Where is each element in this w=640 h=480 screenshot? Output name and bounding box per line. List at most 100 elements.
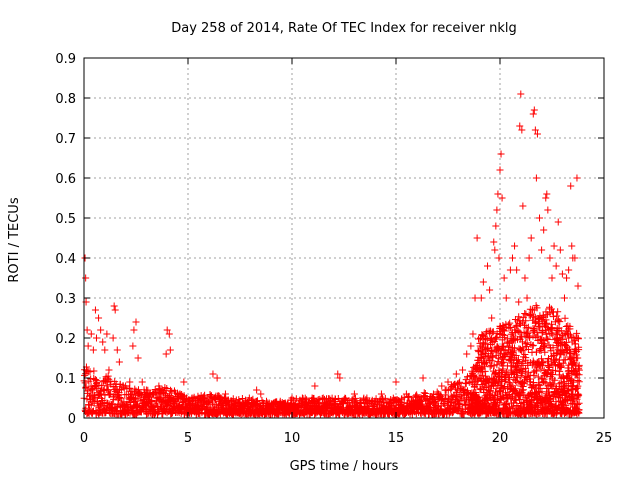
data-point [253, 397, 261, 405]
data-point [83, 326, 91, 334]
data-point [533, 304, 541, 312]
data-point [122, 382, 130, 390]
data-point [575, 406, 583, 414]
data-point [498, 194, 506, 202]
data-point [331, 395, 339, 403]
data-point [532, 174, 540, 182]
data-point [517, 90, 525, 98]
data-point [452, 370, 460, 378]
x-tick-label: 10 [284, 431, 301, 446]
data-point [575, 399, 583, 407]
data-point [110, 302, 118, 310]
y-tick-label: 0 [68, 412, 76, 427]
data-point [530, 372, 538, 380]
data-point [336, 374, 344, 382]
data-point [155, 382, 163, 390]
data-point [82, 404, 90, 412]
data-point [459, 366, 467, 374]
data-point [491, 335, 499, 343]
data-point [476, 342, 484, 350]
data-point [515, 388, 523, 396]
data-point [523, 339, 531, 347]
y-tick-label: 0.2 [55, 332, 76, 347]
grid-layer [84, 58, 604, 418]
data-point [511, 242, 519, 250]
data-point [515, 298, 523, 306]
data-point [568, 242, 576, 250]
data-point [502, 294, 510, 302]
data-point [531, 126, 539, 134]
data-point [569, 394, 577, 402]
data-point [221, 390, 229, 398]
data-point [552, 262, 560, 270]
data-point [166, 386, 174, 394]
data-point [548, 324, 556, 332]
data-point [471, 294, 479, 302]
data-point [493, 361, 501, 369]
data-point [350, 390, 358, 398]
data-point [486, 286, 494, 294]
data-point [549, 344, 557, 352]
data-point [165, 330, 173, 338]
data-point [541, 340, 549, 348]
data-point [132, 395, 140, 403]
data-point [99, 338, 107, 346]
data-point [484, 262, 492, 270]
data-point [494, 190, 502, 198]
data-point [556, 318, 564, 326]
data-point [236, 398, 244, 406]
data-point [188, 394, 196, 402]
data-point [574, 390, 582, 398]
data-point [547, 324, 555, 332]
y-tick-label: 0.5 [55, 212, 76, 227]
data-point [488, 353, 496, 361]
data-point [455, 379, 463, 387]
data-point [506, 319, 514, 327]
data-point [479, 278, 487, 286]
data-point [516, 328, 524, 336]
data-point [85, 392, 93, 400]
data-point [574, 354, 582, 362]
data-point [548, 274, 556, 282]
data-point [363, 394, 371, 402]
data-point [110, 395, 118, 403]
y-tick-label: 0.3 [55, 292, 76, 307]
data-point [523, 294, 531, 302]
y-tick-label: 0.6 [55, 172, 76, 187]
data-point [229, 395, 237, 403]
data-point [129, 342, 137, 350]
data-point [509, 403, 517, 411]
data-point [319, 394, 327, 402]
data-point [540, 226, 548, 234]
data-point [466, 390, 474, 398]
data-point [536, 384, 544, 392]
data-point [529, 341, 537, 349]
data-point [126, 378, 134, 386]
data-point [503, 391, 511, 399]
data-point [489, 375, 497, 383]
data-point [511, 377, 519, 385]
data-point [134, 354, 142, 362]
chart-title: Day 258 of 2014, Rate Of TEC Index for r… [171, 21, 517, 36]
data-point [149, 390, 157, 398]
data-point [499, 365, 507, 373]
data-point [521, 340, 529, 348]
data-point [552, 367, 560, 375]
data-point [507, 355, 515, 363]
data-point [106, 377, 114, 385]
data-point [511, 344, 519, 352]
data-point [496, 166, 504, 174]
data-point [554, 387, 562, 395]
data-point [105, 366, 113, 374]
data-point [492, 334, 500, 342]
data-point [477, 294, 485, 302]
x-tick-label: 0 [80, 431, 88, 446]
data-point [519, 202, 527, 210]
data-point [574, 400, 582, 408]
data-point [104, 372, 112, 380]
data-point [574, 282, 582, 290]
data-point [115, 394, 123, 402]
data-point [557, 364, 565, 372]
data-point [539, 359, 547, 367]
data-point [163, 326, 171, 334]
